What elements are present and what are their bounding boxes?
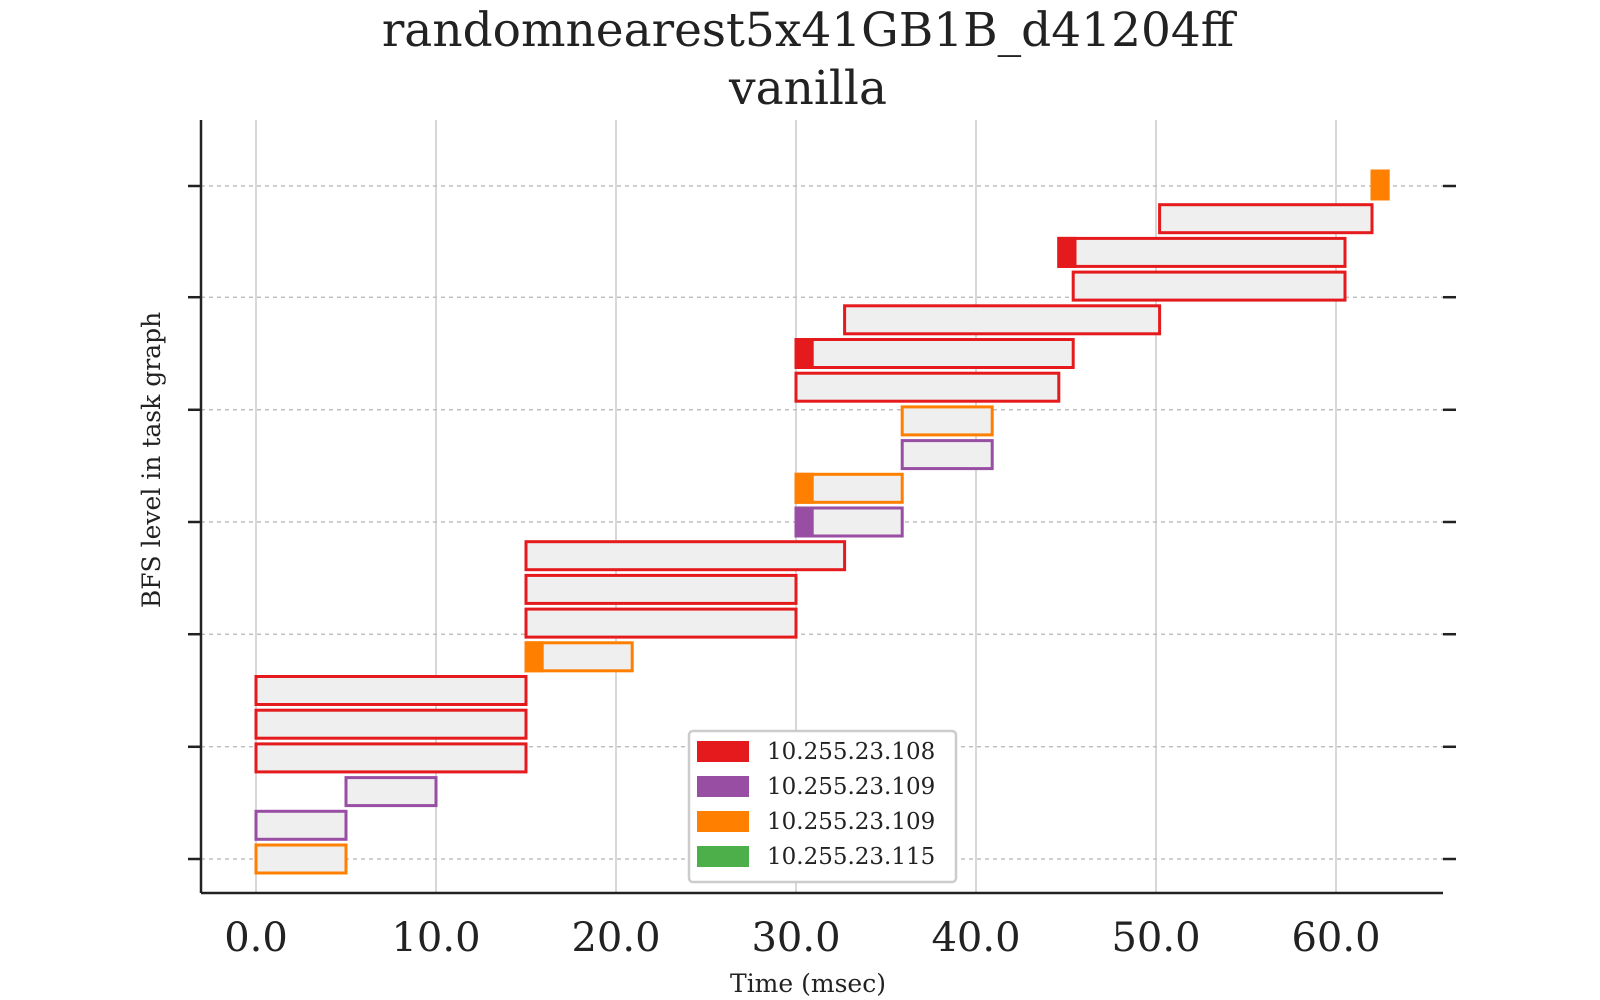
x-axis-label: Time (msec) (730, 969, 886, 998)
task-bar-body (254, 843, 348, 875)
task-bar-body (254, 742, 528, 774)
legend-swatch (697, 811, 749, 832)
task-bar-body (344, 776, 438, 808)
task-bar (254, 809, 348, 841)
task-bar (1071, 270, 1347, 302)
legend: 10.255.23.108 10.255.23.109 10.255.23.10… (687, 729, 958, 884)
task-bar-body (794, 371, 1061, 403)
task-bar (1057, 236, 1347, 268)
task-bar-body (524, 607, 798, 639)
task-bar-body (254, 809, 348, 841)
task-bar (794, 506, 904, 538)
x-tick-label: 40.0 (931, 915, 1020, 961)
task-bar-head (524, 641, 544, 673)
task-bar (254, 675, 528, 706)
task-bar (344, 776, 438, 808)
task-bar (900, 439, 994, 471)
task-bar-body (1158, 203, 1374, 235)
task-bar (1370, 169, 1390, 201)
task-bar-body (794, 506, 904, 538)
chart-subtitle: vanilla (728, 61, 887, 116)
task-bar-head (794, 472, 814, 504)
x-tick-label: 50.0 (1111, 915, 1200, 961)
task-bar-body (524, 540, 847, 572)
task-bar-body (254, 708, 528, 740)
task-bar-fill (1370, 169, 1390, 201)
legend-label: 10.255.23.109 (767, 809, 935, 835)
y-axis-label: BFS level in task graph (137, 312, 166, 608)
x-tick-label: 30.0 (751, 915, 840, 961)
x-tick-label: 60.0 (1291, 915, 1380, 961)
task-bar (254, 843, 348, 875)
legend-label: 10.255.23.108 (767, 739, 935, 765)
task-bar (524, 607, 798, 639)
task-bar-body (900, 439, 994, 471)
bar-layer (254, 169, 1390, 875)
x-tick-label: 10.0 (391, 915, 480, 961)
task-bar (1158, 203, 1374, 235)
task-bar (254, 708, 528, 740)
task-bar-body (794, 338, 1075, 369)
axis-layer: 0.0 10.0 20.0 30.0 40.0 50.0 60.0 (188, 120, 1456, 961)
legend-swatch (697, 741, 749, 762)
task-bar (254, 742, 528, 774)
task-bar-head (794, 506, 814, 538)
task-bar (794, 338, 1075, 369)
task-bar (900, 405, 994, 437)
task-bar (843, 304, 1162, 336)
task-bar-head (1057, 236, 1077, 268)
task-bar-body (900, 405, 994, 437)
legend-swatch (697, 776, 749, 797)
task-bar (524, 573, 798, 605)
legend-label: 10.255.23.109 (767, 774, 935, 800)
task-bar-body (1057, 236, 1347, 268)
x-tick-label: 0.0 (224, 915, 288, 961)
task-bar-body (524, 573, 798, 605)
task-bar-head (794, 338, 814, 369)
task-bar-body (1071, 270, 1347, 302)
task-bar-body (524, 641, 634, 673)
legend-frame (687, 729, 958, 884)
task-bar-body (254, 675, 528, 706)
chart-title: randomnearest5x41GB1B_d41204ff (382, 3, 1238, 58)
x-tick-label: 20.0 (571, 915, 660, 961)
legend-label: 10.255.23.115 (767, 844, 935, 870)
task-bar (524, 540, 847, 572)
task-bar (524, 641, 634, 673)
task-bar-body (843, 304, 1162, 336)
legend-swatch (697, 846, 749, 867)
task-bar (794, 371, 1061, 403)
task-bar (794, 472, 904, 504)
